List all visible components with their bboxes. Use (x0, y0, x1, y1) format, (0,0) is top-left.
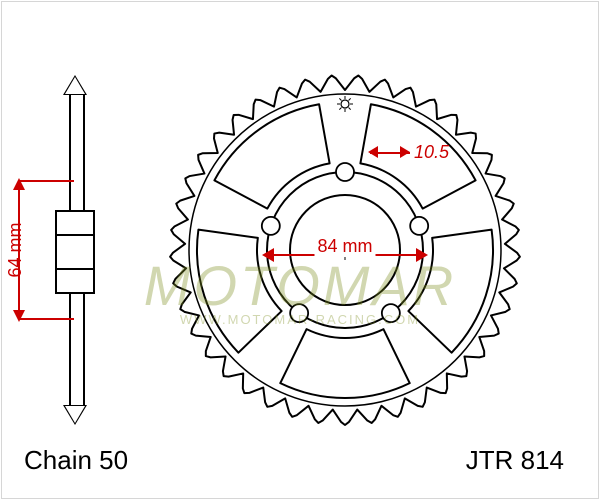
sprocket-side-view (45, 75, 105, 425)
chain-label: Chain 50 (24, 445, 128, 476)
dimension-hub-diameter-label: 64 mm (5, 222, 26, 277)
sprocket-front-view (165, 70, 525, 430)
part-number: JTR 814 (466, 445, 564, 476)
dimension-hub-diameter: 64 mm (8, 180, 48, 320)
diagram-canvas: 64 mm 84 mm 10.5 MOTOMAR WWW.MOTOMAR-RAC… (0, 0, 600, 500)
